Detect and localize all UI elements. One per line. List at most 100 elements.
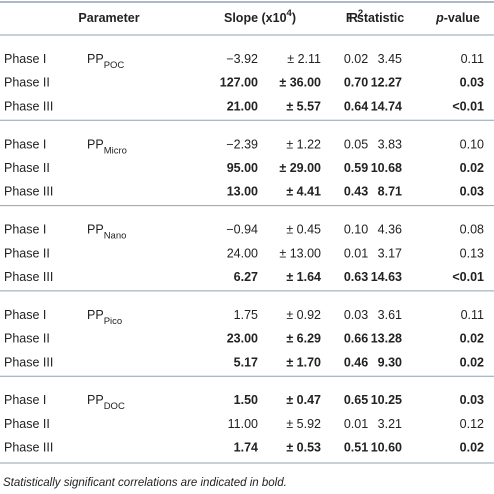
slope-error-part: ± 0.45 [286,223,321,237]
phase: Phase I [4,223,46,237]
slope: 24.00 [227,247,258,261]
f-statistic: 9.30 [378,356,402,370]
phase-part: Phase I [4,138,46,152]
p-value: 0.03 [460,185,484,199]
p-value-part: 0.11 [461,308,484,322]
footnote: Statistically significant correlations a… [3,477,287,489]
f-statistic-part: 3.61 [378,308,402,322]
slope-part: 11.00 [228,417,258,431]
slope-error-part: ± 1.22 [286,138,321,152]
parameter-part: POC [104,60,125,71]
p-value-part: 0.13 [460,247,484,261]
header-r2-part: 2 [358,8,363,19]
slope-error-part: ± 6.29 [286,332,321,346]
p-value-part: 0.08 [460,223,484,237]
phase-part: Phase I [4,52,46,66]
r-squared: 0.70 [344,76,368,90]
slope-error-part: ± 13.00 [279,247,321,261]
header-slope-part: ) [292,11,296,25]
slope-part: 23.00 [227,332,258,346]
phase: Phase I [4,52,46,66]
header-slope: Slope (x104) [224,8,296,25]
f-statistic: 12.27 [371,76,402,90]
p-value: 0.03 [460,76,484,90]
phase: Phase I [4,308,46,322]
slope: 95.00 [227,161,258,175]
f-statistic-part: 3.45 [378,52,402,66]
f-statistic-part: 3.17 [378,247,402,261]
phase: Phase II [4,161,50,175]
slope: −2.39 [226,138,258,152]
r-squared: 0.10 [344,223,368,237]
f-statistic-part: 8.71 [378,185,402,199]
p-value: 0.02 [460,161,484,175]
phase-part: Phase II [4,76,50,90]
p-value-part: 0.12 [460,417,484,431]
phase: Phase II [4,247,50,261]
p-value: 0.02 [460,356,484,370]
f-statistic: 14.74 [371,100,402,114]
slope-error-part: ± 5.57 [286,100,321,114]
phase-part: Phase III [4,356,53,370]
slope-part: 6.27 [234,270,258,284]
parameter-part: PP [87,223,104,237]
p-value-part: 0.03 [460,185,484,199]
slope-part: 1.74 [234,441,258,455]
f-statistic: 13.28 [371,332,402,346]
slope-error-part: ± 36.00 [279,76,321,90]
slope-error: ± 0.53 [286,441,321,455]
p-value: 0.12 [460,417,484,431]
phase-part: Phase III [4,100,53,114]
r-squared: 0.65 [344,393,368,407]
phase-part: Phase II [4,247,50,261]
slope: 13.00 [227,185,258,199]
f-statistic: 8.71 [378,185,402,199]
r-squared: 0.64 [344,100,368,114]
p-value: <0.01 [452,270,484,284]
slope-error: ± 5.57 [286,100,321,114]
slope-error: ± 5.92 [286,417,321,431]
f-statistic-part: 14.63 [371,270,402,284]
slope-error-part: ± 0.47 [286,393,321,407]
f-statistic: 3.17 [378,247,402,261]
phase-part: Phase II [4,417,50,431]
p-value: 0.02 [460,441,484,455]
r-squared-part: 0.70 [344,76,368,90]
f-statistic: 10.68 [371,161,402,175]
r-squared-part: 0.59 [344,161,368,175]
f-statistic-part: 10.60 [371,441,402,455]
slope-error: ± 0.45 [286,223,321,237]
p-value-part: 0.02 [460,332,484,346]
slope: 6.27 [234,270,258,284]
p-value-part: 0.11 [461,52,484,66]
slope: 127.00 [220,76,258,90]
parameter: PPPOC [87,52,124,71]
slope-error: ± 2.11 [287,52,321,66]
phase: Phase III [4,270,53,284]
p-value-part: <0.01 [452,270,484,284]
parameter-part: PP [87,138,104,152]
slope: 1.74 [234,441,258,455]
f-statistic-part: 10.68 [371,161,402,175]
header-slope-part: Slope (x10 [224,11,287,25]
p-value: 0.10 [460,138,484,152]
header-f: F statistic [346,11,404,25]
header-parameter: Parameter [78,11,139,25]
f-statistic: 4.36 [378,223,402,237]
r-squared: 0.02 [344,52,368,66]
parameter: PPPico [87,308,122,327]
r-squared-part: 0.01 [344,247,368,261]
slope-part: 21.00 [227,100,258,114]
slope: 5.17 [234,356,258,370]
header-r2-part: R [349,11,358,25]
r-squared-part: 0.05 [344,138,368,152]
p-value-part: 0.03 [460,76,484,90]
r-squared-part: 0.64 [344,100,368,114]
phase: Phase II [4,417,50,431]
slope-error: ± 36.00 [279,76,321,90]
p-value: 0.03 [460,393,484,407]
parameter-part: DOC [104,401,125,412]
f-statistic: 3.61 [378,308,402,322]
parameter-part: Nano [104,231,127,242]
r-squared: 0.05 [344,138,368,152]
